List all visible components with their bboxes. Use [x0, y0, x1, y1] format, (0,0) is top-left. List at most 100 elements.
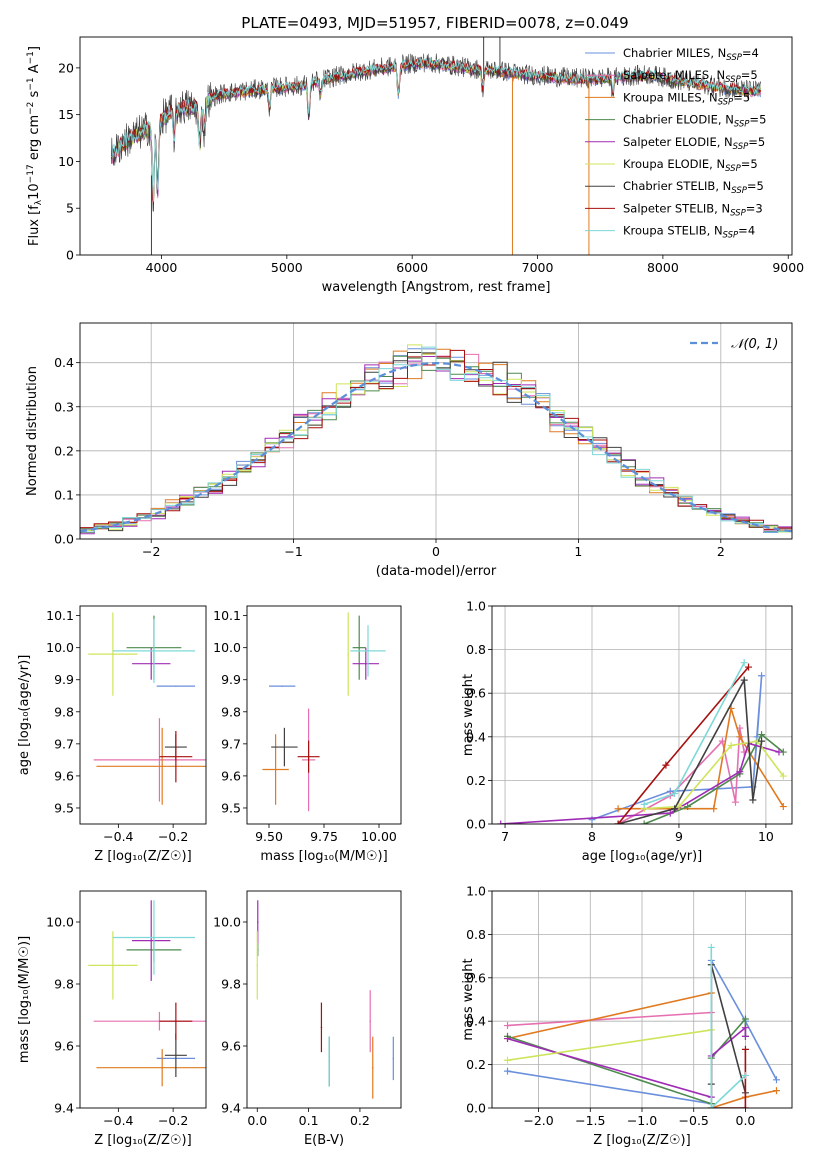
- x-axis-label: wavelength [Angstrom, rest frame]: [322, 280, 551, 295]
- data-point: [175, 755, 177, 758]
- weight-marker: [731, 798, 739, 806]
- legend-entry-name: Kroupa MILES: [623, 90, 702, 104]
- x-tick-label: 9.75: [310, 829, 338, 844]
- axes-frame: [246, 605, 402, 825]
- y-tick-label: 9.6: [221, 1039, 241, 1054]
- y-tick-label: 0.4: [466, 729, 486, 744]
- x-tick-label: 7000: [522, 260, 554, 275]
- data-point: [365, 662, 367, 665]
- legend-entry-eq: =: [746, 201, 756, 215]
- x-tick-label: 0.0: [247, 1113, 267, 1128]
- weight-line-6: [710, 964, 747, 1094]
- y-tick-label: 0.0: [466, 1101, 486, 1116]
- legend-entry-nssp: 3: [755, 201, 762, 215]
- y-axis-label: Normed distribution: [25, 366, 40, 496]
- legend-entry: 𝒩(0, 1): [731, 337, 778, 352]
- y-axis-label-part: s: [27, 90, 42, 101]
- y-axis-label-part: Flux [f: [27, 205, 42, 246]
- y-tick-label: 9.7: [221, 736, 241, 751]
- y-tick-label: 0.2: [54, 443, 74, 458]
- weight-marker: [779, 772, 787, 780]
- legend-entry: Salpeter MILES, NSSP=5: [623, 68, 758, 85]
- data-point: [256, 964, 259, 967]
- weight-marker: [640, 800, 648, 808]
- legend-entry: Salpeter STELIB, NSSP=3: [623, 201, 763, 218]
- y-tick-label: 10: [58, 154, 74, 169]
- weight-marker: [671, 805, 679, 813]
- y-tick-label: 0.2: [466, 773, 486, 788]
- legend-entry-sub: SSP: [733, 142, 749, 152]
- weight-marker: [736, 768, 744, 776]
- y-tick-label: 9.4: [54, 1101, 74, 1116]
- legend-entry-sub: SSP: [734, 120, 750, 130]
- legend-entry-name: Salpeter STELIB: [623, 201, 714, 215]
- x-tick-label: −0.4: [103, 1113, 133, 1128]
- data-point: [112, 964, 114, 967]
- legend-entry-sub: SSP: [726, 53, 742, 63]
- data-point: [161, 1066, 163, 1069]
- plot-area: [262, 612, 386, 812]
- x-tick-label: −1: [284, 544, 302, 559]
- weight-marker: [707, 1104, 715, 1108]
- legend-entry-nssp: 5: [759, 113, 766, 127]
- y-tick-label: 0.4: [466, 1014, 486, 1029]
- mass-vs-metallicity-panel: −0.4 −0.2 9.4 9.6 9.8 10.0 Z [log₁₀(Z/Z☉)] mass…: [17, 890, 207, 1148]
- data-point: [371, 1066, 374, 1069]
- data-point: [161, 765, 163, 768]
- legend-entry-nssp: 5: [743, 90, 750, 104]
- legend-entry-name: Chabrier ELODIE: [623, 113, 718, 127]
- x-tick-label: 5000: [271, 260, 303, 275]
- y-tick-label: 1.0: [466, 599, 486, 614]
- x-tick-label: 0.1: [299, 1113, 319, 1128]
- legend-entry: Chabrier MILES, NSSP=4: [623, 46, 759, 63]
- x-tick-label: 10: [758, 829, 774, 844]
- data-point: [274, 768, 277, 771]
- weight-line-5: [507, 1029, 712, 1062]
- y-tick-label: 9.9: [54, 672, 74, 687]
- legend-entry-sep: ,: [714, 201, 721, 215]
- y-tick-label: 9.8: [221, 704, 241, 719]
- legend-entry: Kroupa ELODIE, NSSP=5: [623, 157, 758, 174]
- x-axis-label: E(B-V): [304, 1133, 344, 1148]
- y-tick-label: 10.0: [46, 640, 74, 655]
- weight-marker: [497, 820, 505, 824]
- legend-entry-eq: =: [748, 135, 758, 149]
- y-tick-label: 10.0: [213, 640, 241, 655]
- y-axis-label-part: A: [27, 64, 42, 77]
- x-axis-label: age [log₁₀(age/yr)]: [582, 849, 703, 864]
- legend-entry-sep: ,: [707, 224, 714, 238]
- weight-marker: [779, 803, 787, 811]
- legend-entry-sep: ,: [715, 179, 722, 193]
- data-point: [283, 746, 286, 748]
- plot-area: [256, 900, 395, 1099]
- legend-entry-sub: SSP: [730, 208, 746, 218]
- data-point: [367, 650, 369, 652]
- x-tick-label: 9.50: [255, 829, 283, 844]
- x-axis-label: Z [log₁₀(Z/Z☉)]: [593, 1133, 690, 1148]
- y-axis-label: mass [log₁₀(M/M☉)]: [17, 936, 32, 1063]
- legend-entry-prefix: N: [725, 113, 734, 127]
- legend-entry-name: Kroupa ELODIE: [623, 157, 709, 171]
- y-tick-label: 0.8: [466, 642, 486, 657]
- x-tick-label: 8: [588, 829, 596, 844]
- y-tick-label: 0.4: [54, 355, 74, 370]
- legend-entry: Chabrier ELODIE, NSSP=5: [623, 113, 766, 130]
- age-vs-mass-panel: 9.50 9.75 10.00 9.5 9.6 9.7 9.8 9.9 10.0 10.1 mass…: [213, 605, 402, 864]
- legend-entry-sep: ,: [717, 135, 724, 149]
- weight-marker: [741, 1045, 749, 1053]
- x-tick-label: 8000: [647, 260, 679, 275]
- axes-frame: [246, 890, 402, 1109]
- x-tick-label: 9000: [772, 260, 804, 275]
- plot-area: [497, 659, 787, 824]
- plot-area: [504, 943, 780, 1108]
- y-tick-label: 9.6: [54, 768, 74, 783]
- spectrum-line-8: [111, 57, 761, 202]
- data-point: [175, 1054, 177, 1057]
- legend-entry: Kroupa STELIB, NSSP=4: [623, 224, 755, 241]
- x-tick-label: −0.5: [679, 1113, 709, 1128]
- legend-entry: Kroupa MILES, NSSP=5: [623, 90, 750, 107]
- weight-marker: [614, 820, 622, 824]
- y-axis-label-part: ]: [27, 46, 42, 51]
- weight-marker: [741, 1024, 749, 1032]
- legend-entry-nssp: 4: [748, 224, 755, 238]
